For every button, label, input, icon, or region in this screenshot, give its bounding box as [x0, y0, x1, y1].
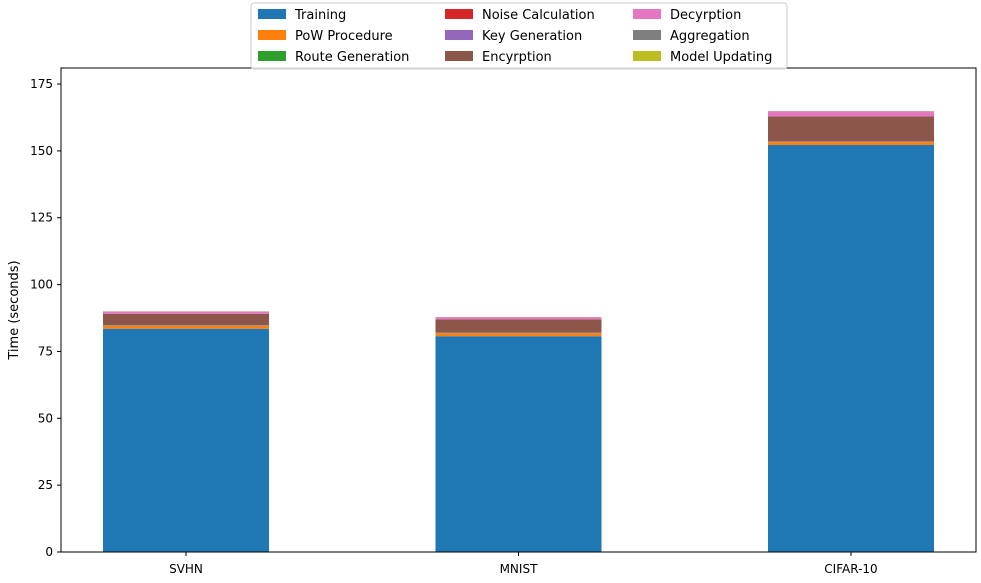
x-tick-label: SVHN: [169, 562, 203, 576]
legend-swatch: [445, 51, 473, 61]
bar-cifar-10-encyrption: [768, 116, 934, 142]
x-axis: SVHN MNIST CIFAR-10: [169, 552, 878, 576]
y-tick-label: 100: [30, 278, 53, 292]
legend-label: PoW Procedure: [295, 29, 393, 44]
y-tick-label: 50: [38, 411, 53, 425]
bar-cifar-10-decyrption: [768, 111, 934, 117]
y-axis: 0 25 50 75 100 125 150 175: [30, 77, 61, 559]
bar-svhn-training: [103, 328, 269, 552]
legend-label: Noise Calculation: [482, 8, 595, 23]
bar-mnist-training: [435, 336, 602, 552]
legend-swatch: [633, 51, 661, 61]
x-tick-label: MNIST: [500, 562, 538, 576]
y-tick-label: 0: [45, 545, 53, 559]
legend-swatch: [633, 30, 661, 40]
legend-label: Key Generation: [482, 29, 582, 44]
y-tick-label: 125: [30, 211, 53, 225]
bar-mnist-pow-procedure: [435, 333, 602, 337]
legend-label: Training: [294, 8, 346, 23]
legend-label: Route Generation: [295, 50, 409, 65]
bar-cifar-10-training: [768, 145, 934, 553]
legend: Training PoW Procedure Route Generation Noi…: [250, 2, 788, 70]
x-tick-label: CIFAR-10: [824, 562, 877, 576]
legend-swatch: [258, 51, 286, 61]
bars-group: [103, 111, 934, 553]
legend-label: Model Updating: [670, 50, 772, 65]
legend-swatch: [445, 9, 473, 19]
legend-label: Aggregation: [670, 29, 750, 44]
bar-svhn-encyrption: [103, 313, 269, 325]
y-tick-label: 75: [38, 344, 53, 358]
legend-swatch: [258, 30, 286, 40]
y-axis-label: Time (seconds): [7, 260, 22, 360]
legend-swatch: [258, 9, 286, 19]
bar-mnist-decyrption: [435, 317, 602, 320]
y-tick-label: 25: [38, 478, 53, 492]
legend-swatch: [445, 30, 473, 40]
legend-label: Decyrption: [670, 8, 741, 23]
legend-swatch: [633, 9, 661, 19]
bar-svhn-pow-procedure: [103, 325, 269, 329]
legend-label: Encyrption: [482, 50, 552, 65]
bar-mnist-encyrption: [435, 319, 602, 333]
y-tick-label: 175: [30, 77, 53, 91]
bar-svhn-decyrption: [103, 311, 269, 314]
y-tick-label: 150: [30, 144, 53, 158]
bar-cifar-10-pow-procedure: [768, 142, 934, 146]
